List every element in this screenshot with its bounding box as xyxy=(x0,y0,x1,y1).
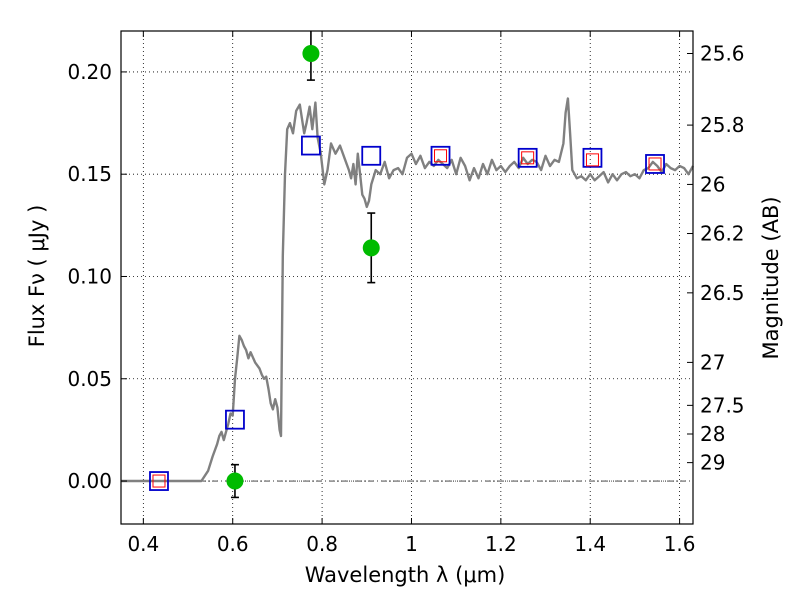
right-tick-label: 27.5 xyxy=(700,393,745,417)
right-axis-label: Magnitude (AB) xyxy=(759,196,783,359)
open-square-marker xyxy=(361,145,382,166)
right-tick-label: 26.2 xyxy=(700,222,745,246)
x-tick-label: 1.6 xyxy=(664,532,696,556)
right-tick-label: 26 xyxy=(700,172,725,196)
open-square-marker xyxy=(582,147,603,168)
small-square-marker xyxy=(152,474,166,488)
x-tick-label: 0.4 xyxy=(127,532,159,556)
filled-circle-marker xyxy=(226,472,244,490)
y-axis-label: Flux Fν ( μJy ) xyxy=(25,205,49,348)
open-square-marker xyxy=(645,154,665,174)
small-square-marker xyxy=(585,153,599,167)
right-tick-label: 26.5 xyxy=(700,281,745,305)
x-tick-label: 1.2 xyxy=(485,532,517,556)
x-tick-label: 1.4 xyxy=(574,532,606,556)
y-tick-label: 0.00 xyxy=(67,469,112,493)
right-tick-label: 25.6 xyxy=(700,42,745,66)
open-square-marker xyxy=(430,145,451,166)
open-square-marker xyxy=(225,409,245,430)
right-tick-label: 27 xyxy=(700,350,725,374)
filled-circle-marker xyxy=(302,45,320,63)
open-square-marker xyxy=(517,147,538,168)
x-axis-label: Wavelength λ (μm) xyxy=(305,563,506,587)
tick-labels: 0.4 0.6 0.8 1 1.2 1.4 1.6 0.00 0.05 0.10 0.15 0.20 2… xyxy=(67,42,744,556)
y-tick-label: 0.20 xyxy=(67,60,112,84)
right-tick-label: 28 xyxy=(700,422,725,446)
axis-ticks xyxy=(121,31,693,524)
small-square-marker xyxy=(434,149,448,163)
plot-frame xyxy=(120,30,694,525)
y-tick-label: 0.10 xyxy=(67,264,112,288)
x-tick-label: 1 xyxy=(405,532,418,556)
gridlines xyxy=(121,31,693,524)
small-square-marker xyxy=(648,157,662,171)
y-tick-label: 0.05 xyxy=(67,367,112,391)
small-square-marker xyxy=(521,151,535,165)
open-square-marker xyxy=(301,135,321,156)
spectrum-line xyxy=(121,97,695,483)
model-spectrum xyxy=(121,97,695,483)
photometry-markers xyxy=(149,31,665,499)
y-tick-label: 0.15 xyxy=(67,162,112,186)
right-tick-label: 25.8 xyxy=(700,113,745,137)
open-square-marker xyxy=(149,471,169,491)
filled-circle-marker xyxy=(362,239,380,257)
x-tick-label: 0.8 xyxy=(306,532,338,556)
right-tick-label: 29 xyxy=(700,451,725,475)
x-tick-label: 0.6 xyxy=(217,532,249,556)
